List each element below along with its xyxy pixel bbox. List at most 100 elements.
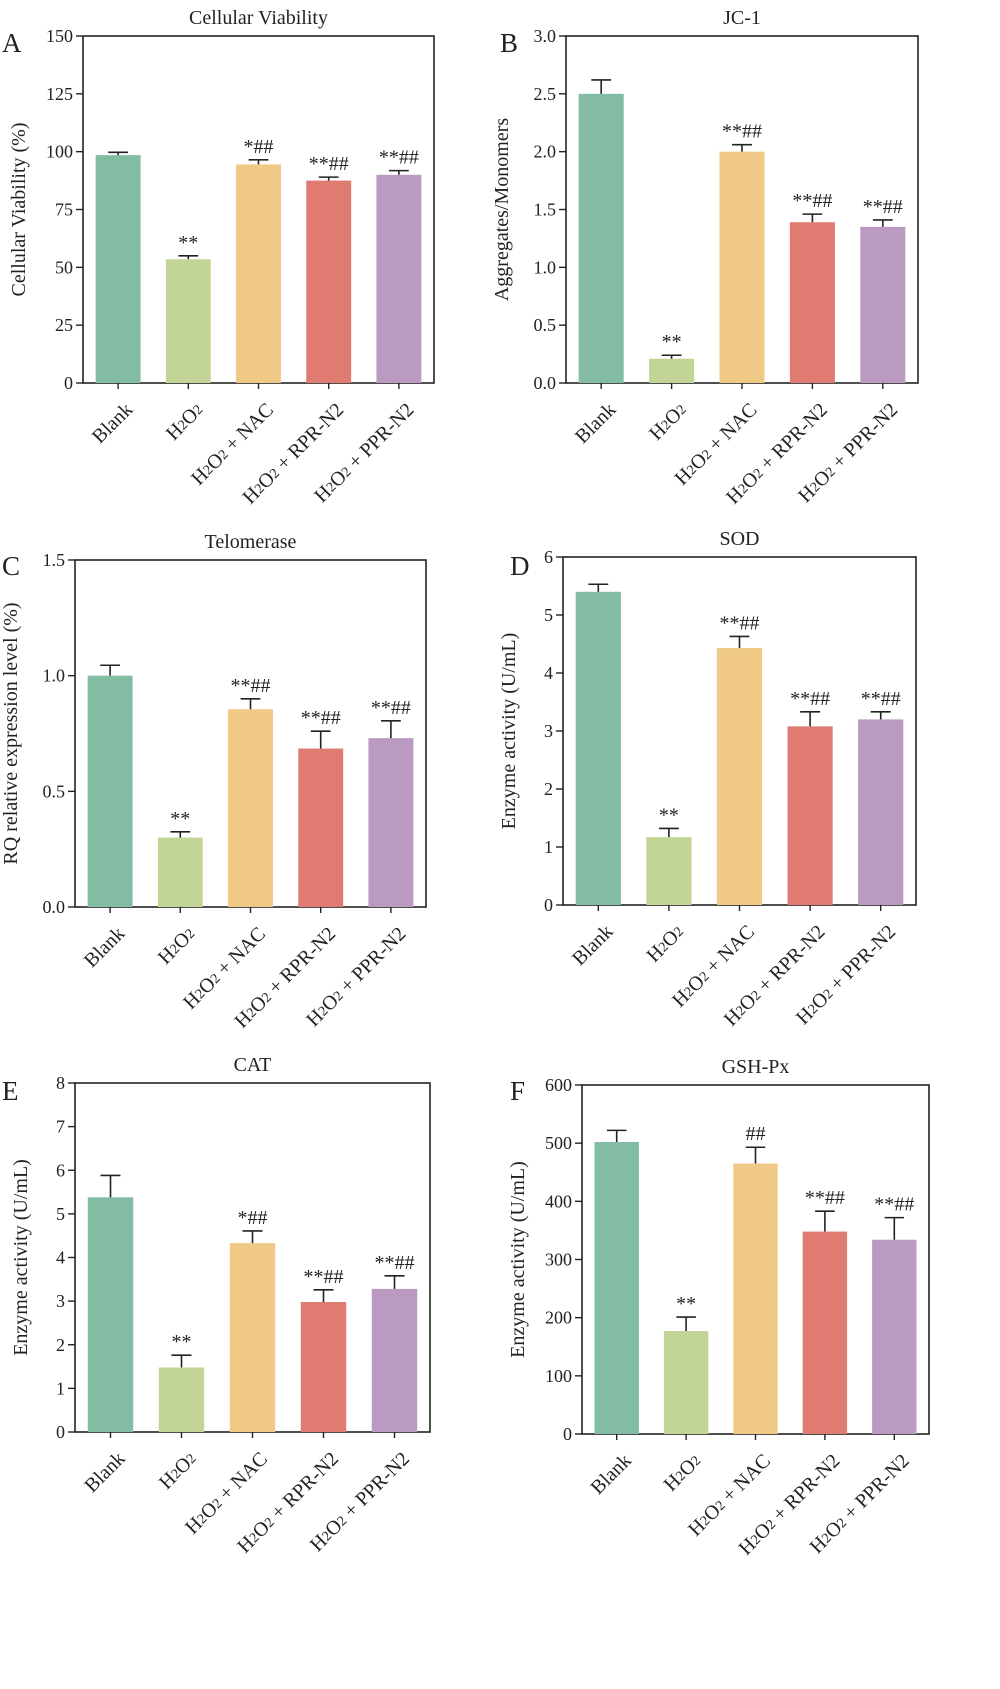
y-tick-label: 100 — [46, 142, 73, 162]
y-tick-label: 1.0 — [534, 257, 557, 277]
y-tick-label: 0.0 — [534, 373, 557, 393]
chart-panel-a: A Cellular Viability 0 25 50 75 100 125 150 Cellu… — [2, 7, 435, 508]
panel-letter: D — [510, 551, 530, 581]
y-tick-label: 500 — [545, 1133, 572, 1153]
y-axis-label: Aggregates/Monomers — [491, 118, 513, 302]
y-tick-label: 1 — [56, 1378, 65, 1398]
y-tick-label: 1 — [544, 837, 553, 857]
y-tick-label: 2.0 — [534, 142, 557, 162]
x-tick-label: H2O2 — [659, 1450, 705, 1496]
y-tick-label: 3 — [544, 721, 553, 741]
y-axis-label: Enzyme activity (U/mL) — [507, 1161, 529, 1358]
bar — [789, 222, 835, 383]
chart-title: GSH-Px — [722, 1056, 790, 1078]
bar — [165, 259, 211, 383]
y-tick-label: 7 — [56, 1117, 65, 1137]
bar — [157, 837, 203, 907]
significance-label: **## — [371, 697, 411, 719]
bar — [298, 748, 344, 907]
bar — [228, 709, 273, 907]
x-tick-label: Blank — [571, 399, 620, 448]
y-tick-label: 0.5 — [534, 315, 557, 335]
y-tick-label: 4 — [544, 663, 553, 683]
bar — [300, 1301, 347, 1432]
bar — [719, 151, 765, 383]
chart-panel-d: D SOD 0 1 2 3 4 5 6 Enzyme activity (U/mL) Blank **… — [498, 528, 917, 1030]
significance-label: **## — [722, 121, 762, 143]
bar — [95, 155, 141, 383]
y-tick-label: 75 — [55, 200, 73, 220]
significance-label: ** — [178, 232, 198, 254]
significance-label: ** — [172, 1331, 192, 1353]
y-tick-label: 4 — [56, 1248, 65, 1268]
bar — [733, 1163, 778, 1434]
y-tick-label: 0 — [56, 1422, 65, 1442]
x-tick-label: Blank — [587, 1450, 636, 1499]
panel-letter: C — [2, 551, 20, 581]
y-tick-label: 6 — [56, 1160, 65, 1180]
significance-label: **## — [863, 196, 903, 218]
significance-label: **## — [790, 688, 830, 710]
significance-label: **## — [231, 675, 271, 697]
y-tick-label: 3.0 — [534, 26, 557, 46]
chart-title: Telomerase — [205, 531, 297, 553]
y-tick-label: 50 — [55, 257, 73, 277]
significance-label: **## — [379, 147, 419, 169]
y-tick-label: 5 — [56, 1204, 65, 1224]
bar — [860, 226, 906, 383]
significance-label: *## — [244, 136, 274, 158]
x-tick-label: H2O2 — [155, 1448, 201, 1494]
bar — [716, 648, 763, 905]
y-tick-label: 0 — [563, 1424, 572, 1444]
y-tick-label: 125 — [46, 84, 73, 104]
bar — [858, 719, 904, 905]
bar — [663, 1331, 709, 1434]
y-axis-label: Cellular Viability (%) — [8, 123, 30, 297]
x-tick-label: H2O2 — [642, 921, 688, 967]
significance-label: *## — [238, 1207, 268, 1229]
y-tick-label: 5 — [544, 605, 553, 625]
bar — [371, 1288, 418, 1432]
y-tick-label: 0 — [544, 895, 553, 915]
significance-label: ** — [662, 331, 682, 353]
significance-label: **## — [874, 1194, 914, 1216]
chart-panel-f: F GSH-Px 0 100 200 300 400 500 600 Enzyme activit… — [507, 1056, 930, 1559]
y-tick-label: 600 — [545, 1075, 572, 1095]
bar — [158, 1367, 205, 1432]
significance-label: ** — [659, 804, 679, 826]
bar — [802, 1231, 848, 1434]
panel-letter: F — [510, 1076, 525, 1106]
y-tick-label: 1.5 — [534, 200, 557, 220]
y-tick-label: 100 — [545, 1366, 572, 1386]
bar — [649, 358, 695, 383]
x-tick-label: Blank — [80, 1448, 129, 1497]
chart-title: Cellular Viability — [189, 7, 328, 29]
y-axis-label: Enzyme activity (U/mL) — [498, 633, 520, 830]
significance-label: **## — [309, 153, 349, 175]
bar — [575, 591, 621, 905]
panel-letter: A — [2, 28, 22, 58]
bar — [87, 1197, 134, 1432]
bar — [376, 174, 422, 383]
significance-label: **## — [861, 688, 901, 710]
x-tick-label: H2O2 — [154, 923, 200, 969]
panel-letter: B — [500, 28, 518, 58]
bar — [787, 726, 833, 905]
y-tick-label: 300 — [545, 1250, 572, 1270]
chart-title: CAT — [234, 1054, 272, 1076]
significance-label: **## — [792, 190, 832, 212]
x-tick-label: H2O2 — [162, 399, 208, 445]
bar — [872, 1239, 917, 1434]
significance-label: **## — [304, 1266, 344, 1288]
y-tick-label: 200 — [545, 1308, 572, 1328]
y-axis-label: RQ relative expression level (%) — [0, 602, 22, 864]
chart-title: JC-1 — [723, 7, 761, 29]
chart-panel-e: E CAT 0 1 2 3 4 5 6 7 8 Enzyme activity (U/mL) Blank… — [2, 1054, 431, 1557]
bar — [368, 738, 414, 907]
y-tick-label: 2 — [544, 779, 553, 799]
bar — [236, 164, 281, 383]
y-tick-label: 2 — [56, 1335, 65, 1355]
bar — [306, 180, 352, 383]
x-tick-label: Blank — [568, 921, 617, 970]
significance-label: ** — [676, 1293, 696, 1315]
